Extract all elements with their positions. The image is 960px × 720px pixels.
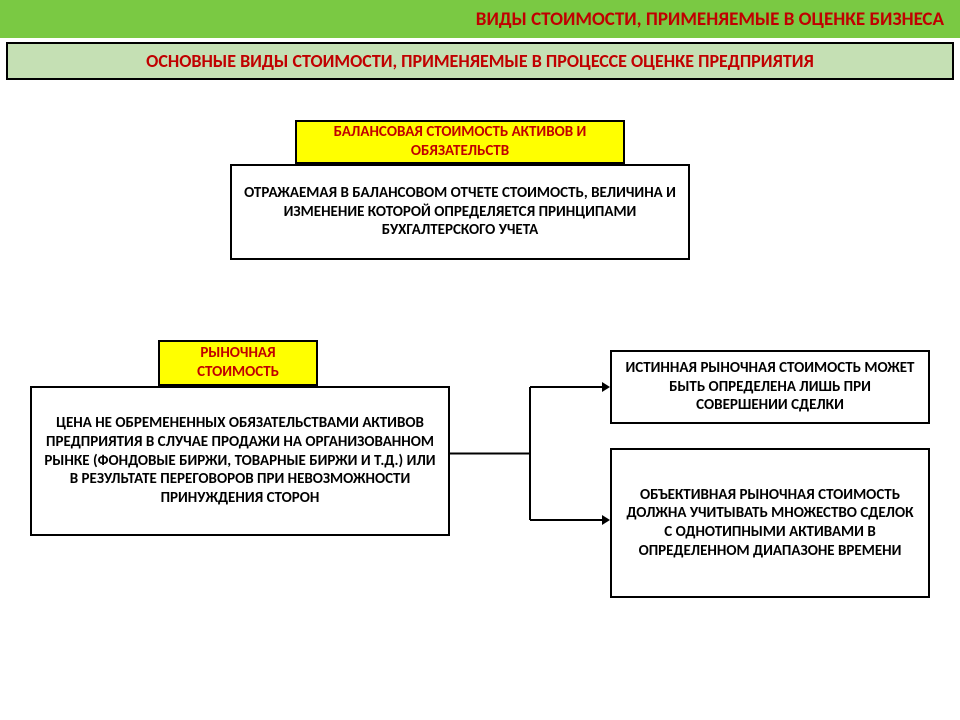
subtitle-text: ОСНОВНЫЕ ВИДЫ СТОИМОСТИ, ПРИМЕНЯЕМЫЕ В П…: [146, 50, 814, 72]
block2-label-text: РЫНОЧНАЯ СТОИМОСТЬ: [170, 344, 306, 382]
note1-box: ИСТИННАЯ РЫНОЧНАЯ СТОИМОСТЬ МОЖЕТ БЫТЬ О…: [610, 350, 930, 424]
note1-text: ИСТИННАЯ РЫНОЧНАЯ СТОИМОСТЬ МОЖЕТ БЫТЬ О…: [622, 359, 918, 415]
block2-body: ЦЕНА НЕ ОБРЕМЕНЕННЫХ ОБЯЗАТЕЛЬСТВАМИ АКТ…: [30, 386, 450, 536]
block2-label: РЫНОЧНАЯ СТОИМОСТЬ: [158, 340, 318, 386]
block1-body-text: ОТРАЖАЕМАЯ В БАЛАНСОВОМ ОТЧЕТЕ СТОИМОСТЬ…: [242, 184, 678, 240]
block1-label-text: БАЛАНСОВАЯ СТОИМОСТЬ АКТИВОВ И ОБЯЗАТЕЛЬ…: [307, 123, 613, 161]
note2-text: ОБЪЕКТИВНАЯ РЫНОЧНАЯ СТОИМОСТЬ ДОЛЖНА УЧ…: [622, 486, 918, 561]
block1-label: БАЛАНСОВАЯ СТОИМОСТЬ АКТИВОВ И ОБЯЗАТЕЛЬ…: [295, 120, 625, 164]
block2-body-text: ЦЕНА НЕ ОБРЕМЕНЕННЫХ ОБЯЗАТЕЛЬСТВАМИ АКТ…: [42, 414, 438, 508]
page-banner-text: ВИДЫ СТОИМОСТИ, ПРИМЕНЯЕМЫЕ В ОЦЕНКЕ БИЗ…: [476, 8, 944, 31]
subtitle-bar: ОСНОВНЫЕ ВИДЫ СТОИМОСТИ, ПРИМЕНЯЕМЫЕ В П…: [6, 42, 954, 80]
note2-box: ОБЪЕКТИВНАЯ РЫНОЧНАЯ СТОИМОСТЬ ДОЛЖНА УЧ…: [610, 448, 930, 598]
page-banner: ВИДЫ СТОИМОСТИ, ПРИМЕНЯЕМЫЕ В ОЦЕНКЕ БИЗ…: [0, 0, 960, 38]
block1-body: ОТРАЖАЕМАЯ В БАЛАНСОВОМ ОТЧЕТЕ СТОИМОСТЬ…: [230, 164, 690, 260]
